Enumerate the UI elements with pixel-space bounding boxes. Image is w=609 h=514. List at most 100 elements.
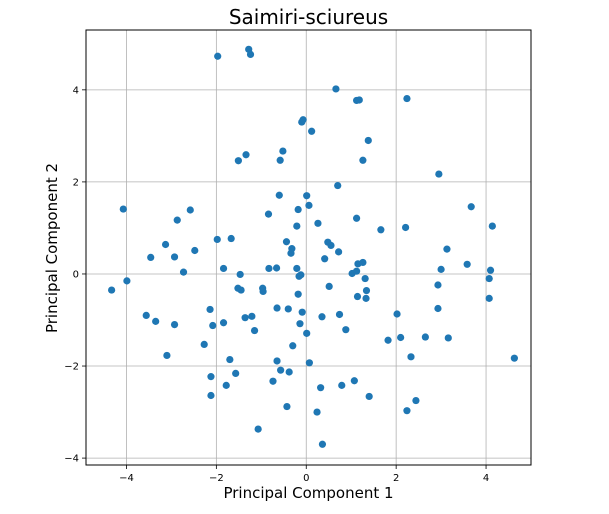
scatter-point (325, 282, 333, 290)
scatter-point (206, 305, 214, 314)
scatter-point (289, 342, 297, 350)
scatter-point (152, 317, 160, 325)
x-tick-label: 4 (483, 473, 489, 484)
scatter-point (179, 268, 188, 276)
scatter-point (123, 277, 131, 285)
scatter-point (279, 147, 287, 155)
scatter-point (163, 351, 171, 360)
scatter-point (264, 210, 273, 218)
scatter-point (276, 156, 284, 164)
scatter-point (362, 286, 371, 295)
scatter-point (207, 373, 215, 381)
scatter-point (318, 313, 326, 321)
scatter-point (444, 334, 452, 342)
scatter-point (437, 265, 445, 273)
scatter-point (186, 206, 194, 214)
scatter-point (393, 310, 401, 318)
scatter-point (359, 156, 367, 164)
scatter-point (359, 258, 367, 267)
scatter-point (170, 321, 179, 329)
y-tick-label: −2 (64, 362, 79, 373)
scatter-point (246, 50, 255, 58)
scatter-point (403, 94, 411, 103)
scatter-point (213, 235, 221, 244)
scatter-point (332, 85, 340, 93)
scatter-point (273, 304, 281, 312)
scatter-point (284, 305, 292, 313)
scatter-point (170, 253, 179, 261)
scatter-point (254, 425, 262, 433)
scatter-point (407, 353, 415, 361)
scatter-point (242, 151, 250, 159)
scatter-point (191, 246, 199, 255)
scatter-point (285, 368, 293, 376)
scatter-point (334, 181, 342, 190)
data-points (108, 45, 518, 448)
y-axis-label: Principal Component 2 (43, 163, 61, 333)
scatter-point (277, 366, 285, 374)
scatter-point (142, 311, 150, 319)
plot-frame (85, 29, 532, 466)
scatter-point (443, 245, 451, 253)
scatter-point (303, 329, 311, 337)
y-tick-label: 2 (73, 177, 79, 188)
scatter-point (296, 320, 304, 328)
y-tick-label: 0 (73, 269, 79, 280)
y-tick-label: 4 (73, 85, 79, 96)
scatter-point (226, 355, 234, 364)
scatter-point (412, 396, 420, 405)
scatter-point (299, 116, 307, 124)
scatter-point (294, 205, 302, 214)
scatter-point (352, 267, 361, 275)
scatter-point (293, 222, 301, 230)
scatter-point (317, 384, 325, 392)
scatter-point (222, 381, 230, 389)
scatter-point (272, 264, 281, 272)
scatter-point (283, 402, 291, 411)
scatter-point (282, 238, 291, 246)
scatter-point (365, 392, 373, 401)
scatter-point (219, 264, 228, 273)
scatter-point (362, 294, 370, 302)
scatter-point (342, 326, 350, 334)
scatter-point (305, 359, 313, 367)
x-tick-label: −4 (119, 473, 134, 484)
axis-ticks: −4 −2 0 2 4 −4 −2 0 2 4 (64, 85, 489, 484)
scatter-point (295, 272, 303, 280)
scatter-point (364, 136, 372, 145)
scatter-point (287, 249, 295, 257)
scatter-point (207, 391, 215, 400)
scatter-point (293, 264, 301, 273)
scatter-point (308, 127, 316, 135)
scatter-point (403, 407, 411, 415)
scatter-point (214, 52, 222, 60)
scatter-point (236, 270, 244, 279)
chart-title: Saimiri-sciureus (229, 5, 388, 29)
scatter-point (173, 216, 181, 224)
scatter-point (401, 223, 410, 232)
scatter-point (259, 287, 267, 296)
scatter-point (313, 408, 321, 416)
y-tick-label: −4 (64, 454, 79, 465)
scatter-point (353, 292, 362, 301)
x-axis-label: Principal Component 1 (223, 484, 393, 502)
scatter-point (294, 290, 302, 298)
scatter-point (219, 319, 228, 327)
scatter-point (463, 260, 471, 268)
scatter-point (488, 222, 496, 230)
scatter-point (227, 234, 235, 243)
scatter-point (250, 326, 259, 335)
scatter-point (234, 157, 242, 165)
scatter-point (298, 308, 306, 316)
scatter-point (209, 321, 217, 330)
scatter-point (248, 312, 256, 320)
scatter-point (434, 281, 442, 289)
scatter-point (119, 205, 127, 213)
scatter-point (200, 340, 208, 348)
scatter-point (352, 214, 361, 222)
scatter-point (232, 369, 240, 377)
scatter-point (321, 255, 329, 263)
scatter-point (273, 357, 281, 365)
scatter-point (275, 191, 283, 199)
